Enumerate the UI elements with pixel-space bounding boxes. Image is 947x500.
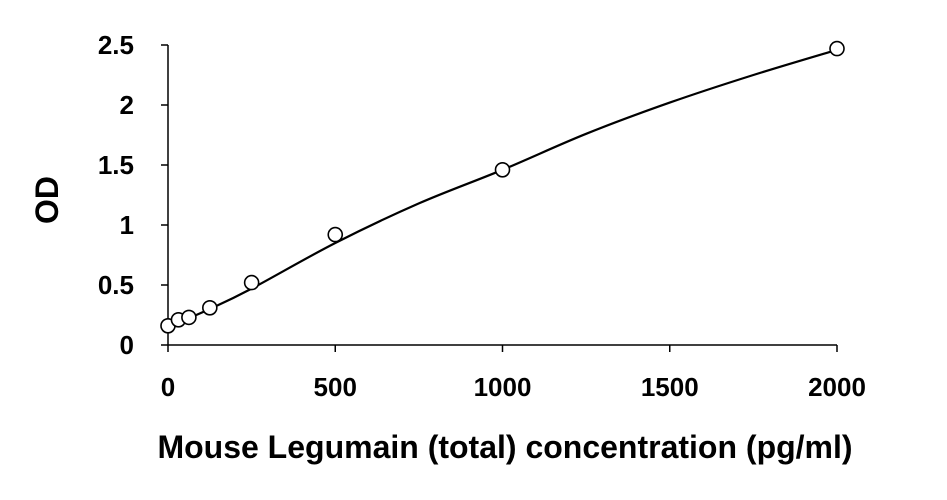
x-tick-label: 2000: [808, 372, 866, 402]
data-point: [202, 299, 218, 316]
data-point: [327, 226, 344, 243]
x-tick-label: 500: [314, 372, 357, 402]
data-point: [181, 309, 197, 326]
axes: [161, 44, 838, 352]
x-tick-label: 0: [161, 372, 175, 402]
tick-labels-layer: 0 0.5 1 1.5 2 2.5 0 500 1000 1500 2000: [98, 30, 866, 402]
fitted-curve: [167, 48, 838, 329]
x-tick-label: 1000: [474, 372, 532, 402]
y-tick-label: 0: [120, 330, 134, 360]
x-axis-title: Mouse Legumain (total) concentration (pg…: [157, 429, 852, 465]
y-tick-label: 1.5: [98, 150, 134, 180]
fitted-curve-layer: [167, 48, 838, 329]
y-tick-label: 1: [120, 210, 134, 240]
y-axis-title: OD: [29, 176, 65, 224]
data-point: [243, 274, 260, 291]
data-points-layer: [160, 40, 845, 334]
x-tick-label: 1500: [641, 372, 699, 402]
y-tick-label: 0.5: [98, 270, 134, 300]
data-point: [494, 162, 511, 178]
y-tick-label: 2.5: [98, 30, 134, 60]
y-tick-label: 2: [120, 90, 134, 120]
data-point: [829, 40, 845, 57]
